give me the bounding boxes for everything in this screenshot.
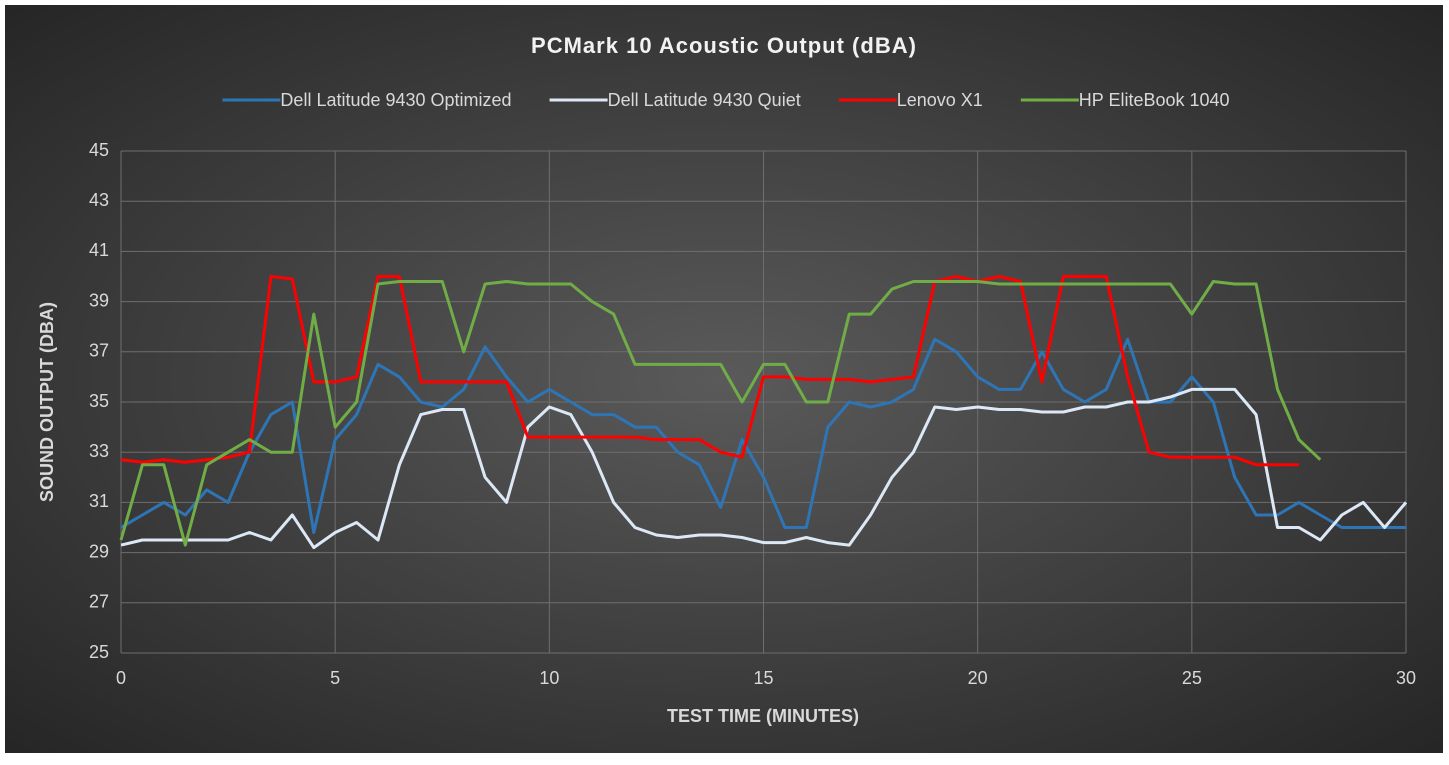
legend: Dell Latitude 9430 Optimized Dell Latitud… (222, 90, 1230, 110)
legend-item: Dell Latitude 9430 Quiet (549, 90, 801, 110)
legend-label: HP EliteBook 1040 (1079, 90, 1230, 110)
legend-item: HP EliteBook 1040 (1020, 90, 1230, 110)
legend-item: Lenovo X1 (838, 90, 983, 110)
legend-label: Dell Latitude 9430 Optimized (280, 90, 511, 110)
y-axis-label: SOUND OUTPUT (DBA) (37, 302, 57, 502)
x-tick-label: 25 (1182, 668, 1202, 688)
legend-label: Dell Latitude 9430 Quiet (608, 90, 801, 110)
y-tick-label: 29 (89, 541, 109, 561)
y-tick-label: 27 (89, 592, 109, 612)
x-tick-label: 20 (968, 668, 988, 688)
series-line (120, 387, 1408, 550)
series-line (119, 280, 1322, 547)
y-tick-label: 31 (89, 491, 109, 511)
series-line (120, 275, 1299, 467)
y-tick-label: 35 (89, 391, 109, 411)
y-tick-label: 45 (89, 140, 109, 160)
plot (119, 275, 1408, 550)
x-tick-label: 0 (116, 668, 126, 688)
grid: 25 27 29 31 33 35 37 39 41 43 45 0 5 10 15 20 25 30 (89, 140, 1416, 688)
chart-title: PCMark 10 Acoustic Output (dBA) (531, 33, 917, 58)
chart-background (5, 5, 1443, 753)
y-tick-label: 39 (89, 290, 109, 310)
x-axis-label: TEST TIME (MINUTES) (667, 706, 859, 726)
legend-item: Dell Latitude 9430 Optimized (222, 90, 512, 110)
y-tick-label: 25 (89, 642, 109, 662)
legend-label: Lenovo X1 (897, 90, 983, 110)
x-tick-label: 10 (539, 668, 559, 688)
y-tick-label: 37 (89, 341, 109, 361)
x-tick-label: 15 (753, 668, 773, 688)
series-line (120, 337, 1406, 534)
x-tick-label: 5 (330, 668, 340, 688)
x-tick-label: 30 (1396, 668, 1416, 688)
y-tick-label: 41 (89, 240, 109, 260)
y-tick-label: 33 (89, 441, 109, 461)
y-tick-label: 43 (89, 190, 109, 210)
